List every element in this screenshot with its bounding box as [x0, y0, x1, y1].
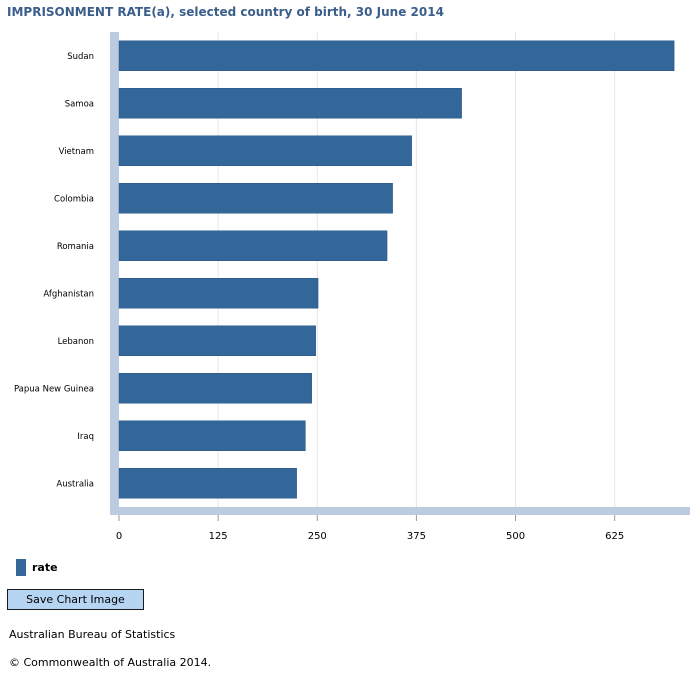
category-labels: Sudan Samoa Vietnam Colombia Romania Afghanis…	[14, 52, 94, 490]
tick-label: 125	[209, 531, 228, 542]
category-label: Samoa	[65, 99, 94, 109]
category-label: Papua New Guinea	[14, 384, 94, 394]
bar-vietnam	[118, 135, 412, 166]
bar-samoa	[118, 88, 462, 119]
bar-sudan	[118, 40, 675, 71]
tick-label: 625	[605, 531, 624, 542]
category-label: Vietnam	[59, 147, 94, 157]
source-text: Australian Bureau of Statistics	[9, 628, 176, 641]
category-label: Romania	[57, 242, 94, 252]
category-label: Iraq	[77, 432, 94, 442]
save-chart-image-button[interactable]: Save Chart Image	[7, 589, 144, 610]
category-label: Australia	[56, 479, 94, 489]
axis-strips	[110, 32, 690, 515]
category-label: Lebanon	[58, 337, 94, 347]
bar-colombia	[118, 183, 393, 214]
tick-label: 250	[308, 531, 327, 542]
x-axis-strip	[110, 507, 690, 515]
bar-australia	[118, 468, 297, 499]
y-axis-strip	[110, 32, 119, 507]
category-label: Afghanistan	[43, 289, 94, 299]
legend-swatch	[16, 559, 26, 576]
legend-label: rate	[32, 561, 58, 574]
legend: rate	[16, 559, 58, 576]
bar-afghanistan	[118, 278, 319, 309]
category-label: Sudan	[67, 52, 94, 62]
category-label: Colombia	[54, 194, 94, 204]
bar-iraq	[118, 420, 306, 451]
bar-chart: Sudan Samoa Vietnam Colombia Romania Afghanis…	[14, 32, 690, 542]
x-axis-ticks: 0 125 250 375 500 625	[116, 515, 624, 542]
bar-romania	[118, 230, 388, 261]
tick-label: 0	[116, 531, 122, 542]
bar-lebanon	[118, 325, 316, 356]
chart-title: IMPRISONMENT RATE(a), selected country o…	[7, 5, 444, 19]
bar-papua-new-guinea	[118, 373, 312, 404]
copyright-text: © Commonwealth of Australia 2014.	[9, 656, 212, 669]
bars	[118, 40, 675, 499]
tick-label: 500	[506, 531, 525, 542]
tick-label: 375	[407, 531, 426, 542]
